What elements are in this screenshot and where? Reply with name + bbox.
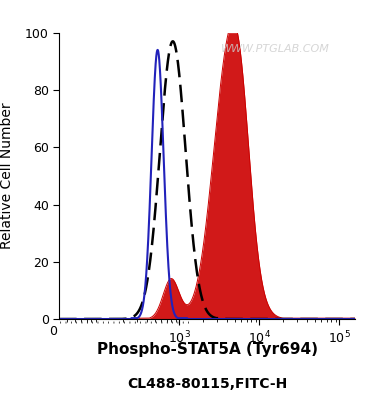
Text: Relative Cell Number: Relative Cell Number <box>0 103 14 249</box>
Text: CL488-80115,FITC-H: CL488-80115,FITC-H <box>127 378 287 391</box>
Text: 0: 0 <box>49 325 57 338</box>
Text: Phospho-STAT5A (Tyr694): Phospho-STAT5A (Tyr694) <box>97 342 318 357</box>
Text: WWW.PTGLAB.COM: WWW.PTGLAB.COM <box>221 44 330 54</box>
